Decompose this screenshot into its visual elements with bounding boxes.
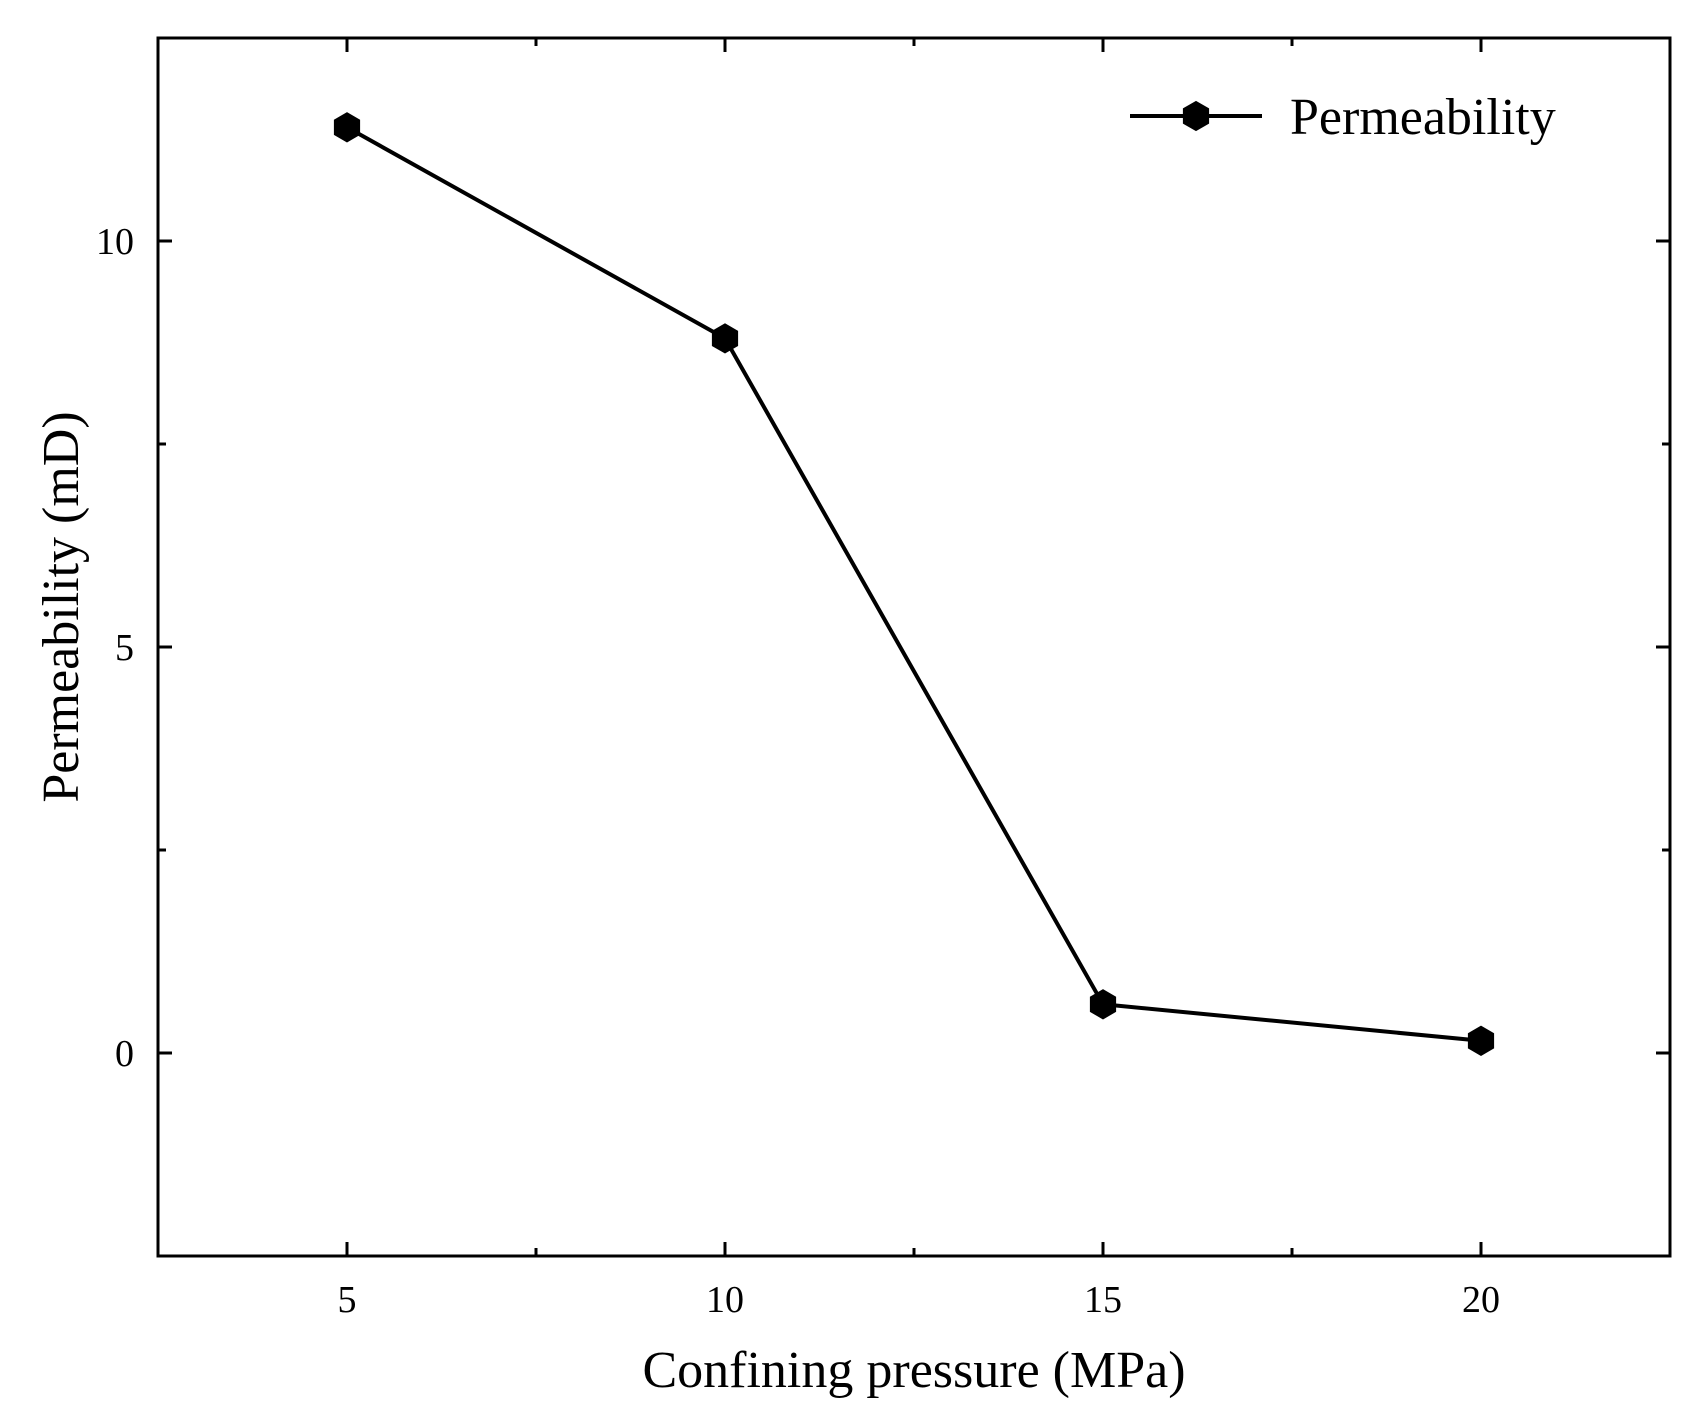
series-layer	[333, 112, 1495, 1056]
plot-frame	[156, 36, 1672, 1258]
x-axis-label: Confining pressure (MPa)	[642, 1342, 1185, 1399]
y-axis-label: Permeability (mD)	[33, 411, 90, 802]
y-tick-label: 0	[115, 1033, 134, 1075]
series-line	[346, 125, 1482, 1043]
legend-hexagon-marker	[1182, 100, 1210, 132]
x-tick-label: 15	[1084, 1279, 1122, 1321]
legend: Permeability	[1130, 89, 1556, 146]
data-point	[333, 112, 361, 143]
data-point	[711, 323, 739, 354]
x-tick-label: 10	[706, 1279, 744, 1321]
y-tick-label: 5	[115, 627, 134, 669]
data-point	[1089, 989, 1117, 1020]
ticks-layer	[158, 38, 1670, 1256]
legend-label: Permeability	[1290, 89, 1556, 146]
data-point	[1467, 1025, 1495, 1056]
x-tick-label: 5	[338, 1279, 357, 1321]
x-tick-label: 20	[1462, 1279, 1500, 1321]
y-tick-label: 10	[96, 221, 134, 263]
tick-labels-layer: 5 10 15 20 0 5 10	[96, 221, 1500, 1321]
